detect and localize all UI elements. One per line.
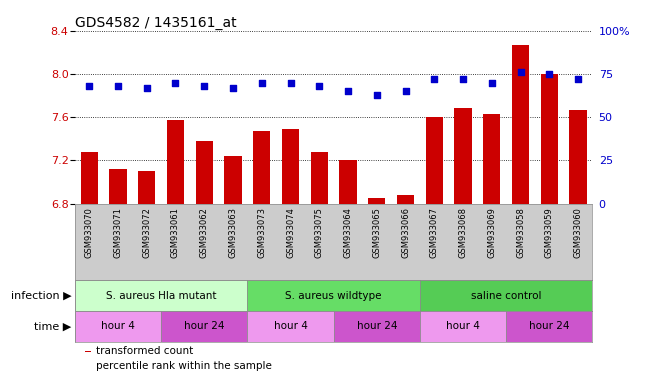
Point: [486, 79, 497, 86]
Point: [400, 88, 411, 94]
Bar: [167, 120, 184, 204]
Bar: [368, 198, 385, 204]
Text: saline control: saline control: [471, 291, 542, 301]
Text: GSM933064: GSM933064: [344, 207, 352, 258]
Bar: [85, 351, 90, 352]
Bar: [81, 152, 98, 204]
Point: [573, 76, 583, 82]
Bar: [333, 311, 420, 342]
Bar: [195, 141, 213, 204]
Text: hour 4: hour 4: [101, 321, 135, 331]
Bar: [506, 311, 592, 342]
Bar: [420, 311, 506, 342]
Text: S. aureus wildtype: S. aureus wildtype: [285, 291, 382, 301]
Text: GSM933074: GSM933074: [286, 207, 295, 258]
Point: [84, 83, 94, 89]
Bar: [161, 311, 247, 342]
Bar: [397, 195, 414, 204]
Point: [314, 83, 324, 89]
Text: GSM933069: GSM933069: [488, 207, 496, 258]
Bar: [253, 131, 270, 204]
Text: GSM933061: GSM933061: [171, 207, 180, 258]
Text: percentile rank within the sample: percentile rank within the sample: [96, 361, 272, 371]
Point: [372, 91, 382, 98]
Bar: [540, 74, 558, 204]
Text: GDS4582 / 1435161_at: GDS4582 / 1435161_at: [75, 16, 236, 30]
Bar: [339, 161, 357, 204]
Text: GSM933059: GSM933059: [545, 207, 554, 258]
Point: [343, 88, 353, 94]
Bar: [75, 311, 161, 342]
Text: hour 24: hour 24: [184, 321, 225, 331]
Point: [228, 84, 238, 91]
Point: [199, 83, 210, 89]
Point: [113, 83, 123, 89]
Bar: [570, 109, 587, 204]
Bar: [247, 311, 333, 342]
Point: [141, 84, 152, 91]
Text: infection ▶: infection ▶: [11, 291, 72, 301]
Bar: [247, 280, 420, 311]
Text: GSM933071: GSM933071: [113, 207, 122, 258]
Text: hour 4: hour 4: [446, 321, 480, 331]
Bar: [282, 129, 299, 204]
Point: [429, 76, 439, 82]
Point: [458, 76, 468, 82]
Text: GSM933062: GSM933062: [200, 207, 209, 258]
Bar: [426, 117, 443, 204]
Bar: [225, 156, 242, 204]
Bar: [454, 109, 471, 204]
Bar: [75, 280, 247, 311]
Bar: [109, 169, 126, 204]
Point: [285, 79, 296, 86]
Text: transformed count: transformed count: [96, 346, 193, 356]
Text: GSM933073: GSM933073: [257, 207, 266, 258]
Text: GSM933068: GSM933068: [458, 207, 467, 258]
Text: GSM933063: GSM933063: [229, 207, 238, 258]
Text: time ▶: time ▶: [35, 321, 72, 331]
Text: GSM933065: GSM933065: [372, 207, 381, 258]
Point: [256, 79, 267, 86]
Bar: [420, 280, 592, 311]
Point: [171, 79, 181, 86]
Text: GSM933066: GSM933066: [401, 207, 410, 258]
Text: GSM933060: GSM933060: [574, 207, 583, 258]
Text: hour 24: hour 24: [357, 321, 397, 331]
Bar: [311, 152, 328, 204]
Text: GSM933067: GSM933067: [430, 207, 439, 258]
Text: hour 4: hour 4: [273, 321, 307, 331]
Text: GSM933070: GSM933070: [85, 207, 94, 258]
Text: GSM933072: GSM933072: [143, 207, 151, 258]
Text: GSM933075: GSM933075: [315, 207, 324, 258]
Text: hour 24: hour 24: [529, 321, 570, 331]
Text: GSM933058: GSM933058: [516, 207, 525, 258]
Bar: [483, 114, 501, 204]
Bar: [512, 45, 529, 204]
Bar: [138, 171, 156, 204]
Point: [544, 71, 555, 77]
Text: S. aureus Hla mutant: S. aureus Hla mutant: [106, 291, 216, 301]
Point: [516, 69, 526, 75]
